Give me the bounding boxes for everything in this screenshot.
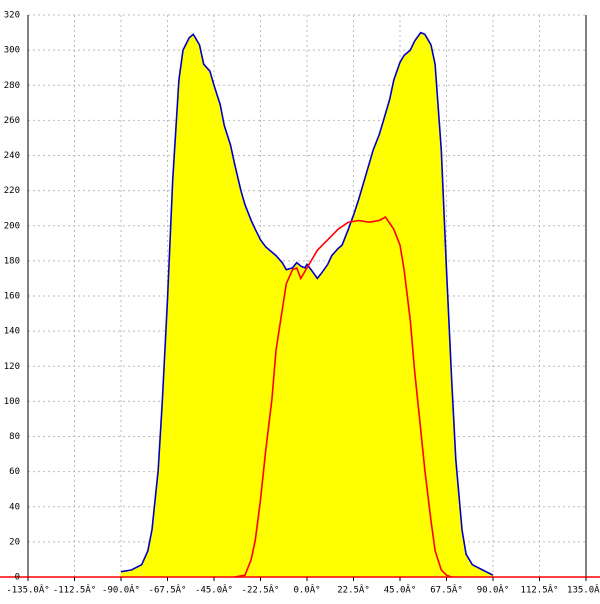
y-tick-label: 80 bbox=[9, 432, 20, 442]
area-fill bbox=[121, 32, 493, 578]
x-tick-label: -45.0Â° bbox=[195, 584, 233, 596]
line bbox=[234, 215, 452, 578]
y-tick-label: 20 bbox=[9, 537, 20, 547]
x-tick-label: 67.5Â° bbox=[430, 584, 463, 596]
y-tick-label: 120 bbox=[4, 362, 20, 372]
y-tick-label: 280 bbox=[4, 81, 20, 91]
labels: 0 20 40 60 80 100 120 140 160 180 200 220 240 260 280 3… bbox=[4, 11, 600, 596]
y-tick-label: 220 bbox=[4, 186, 20, 196]
x-tick-label: 90.0Â° bbox=[477, 584, 510, 596]
x-tick-label: 0.0Â° bbox=[293, 584, 320, 596]
y-tick-label: 180 bbox=[4, 256, 20, 266]
x-tick-label: -135.0Â° bbox=[6, 584, 49, 596]
y-tick-label: 260 bbox=[4, 116, 20, 126]
x-tick-label: -112.5Â° bbox=[53, 584, 96, 596]
y-tick-label: 0 bbox=[15, 573, 20, 583]
y-tick-label: 140 bbox=[4, 327, 20, 337]
x-tick-label: 45.0Â° bbox=[384, 584, 417, 596]
x-tick-label: 22.5Â° bbox=[337, 584, 370, 596]
y-tick-label: 320 bbox=[4, 11, 20, 21]
y-tick-label: 40 bbox=[9, 502, 20, 512]
x-tick-label: -67.5Â° bbox=[149, 584, 187, 596]
line bbox=[120, 31, 494, 576]
x-tick-label: -22.5Â° bbox=[242, 584, 280, 596]
plot bbox=[120, 31, 494, 578]
y-tick-label: 60 bbox=[9, 467, 20, 477]
y-tick-label: 200 bbox=[4, 221, 20, 231]
x-tick-label: 135.0Â° bbox=[567, 584, 600, 596]
y-tick-label: 300 bbox=[4, 46, 20, 56]
x-tick-label: 112.5Â° bbox=[521, 584, 559, 596]
y-tick-label: 240 bbox=[4, 151, 20, 161]
y-tick-label: 160 bbox=[4, 292, 20, 302]
x-tick-label: -90.0Â° bbox=[102, 584, 140, 596]
y-tick-label: 100 bbox=[4, 397, 20, 407]
